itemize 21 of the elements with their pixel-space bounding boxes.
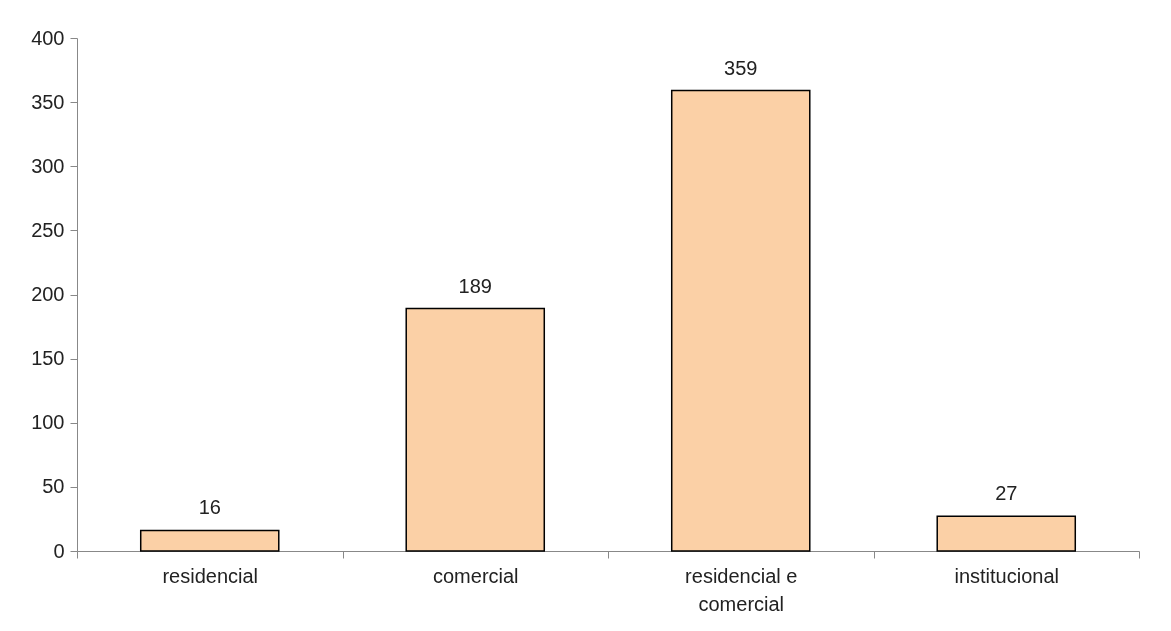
x-tick-label: comercial — [432, 564, 519, 587]
bar — [139, 529, 280, 552]
bar — [670, 89, 811, 552]
data-label: 16 — [198, 496, 221, 519]
y-tick-label: 250 — [31, 218, 65, 241]
y-tick-label: 300 — [31, 154, 65, 177]
y-tick-label: 150 — [31, 347, 65, 370]
data-label: 189 — [458, 274, 492, 297]
x-tick-label: residencial e comercial — [685, 564, 798, 615]
x-tick-label: institucional — [954, 564, 1060, 587]
y-tick-label: 350 — [31, 90, 65, 113]
data-label: 359 — [724, 56, 758, 79]
y-tick-label: 0 — [53, 539, 65, 562]
y-tick-label: 200 — [31, 283, 65, 305]
y-tick-label: 400 — [31, 26, 65, 49]
data-label: 27 — [995, 482, 1018, 505]
y-tick-label: 100 — [31, 411, 65, 434]
bar — [936, 515, 1077, 552]
bar — [405, 307, 546, 552]
y-tick-label: 50 — [42, 475, 65, 498]
x-tick-label: residencial — [162, 564, 259, 587]
